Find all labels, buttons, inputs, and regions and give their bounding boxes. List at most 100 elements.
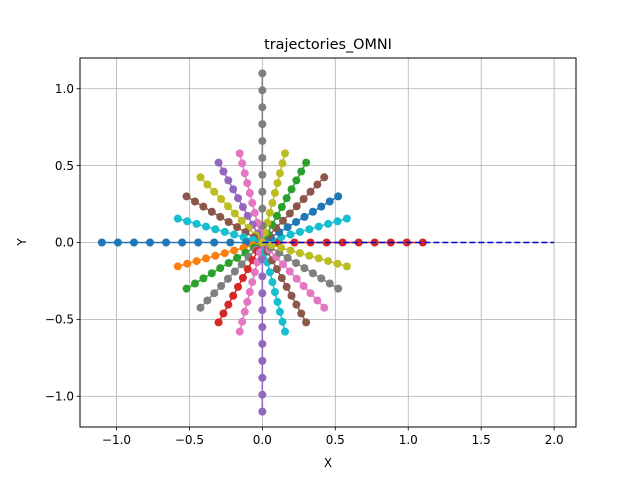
trajectory-point <box>305 251 314 260</box>
trajectory-point <box>270 288 279 296</box>
trajectory-line <box>262 217 348 244</box>
trajectory-line <box>262 241 348 268</box>
trajectory-point <box>146 238 155 247</box>
trajectory-point <box>217 195 226 204</box>
trajectory-point <box>258 137 267 146</box>
trajectory-point <box>286 230 295 239</box>
trajectory-point <box>305 225 314 234</box>
trajectory-point <box>237 216 246 225</box>
trajectory-point <box>277 243 286 252</box>
trajectory-point <box>258 86 267 95</box>
trajectory-point <box>313 296 322 305</box>
trajectory-point <box>258 407 267 416</box>
trajectory-point <box>258 272 267 281</box>
trajectory-line <box>217 162 264 243</box>
trajectory-point <box>199 202 208 211</box>
trajectory-series <box>214 158 267 247</box>
trajectory-point <box>299 281 308 290</box>
trajectory-point <box>282 282 291 291</box>
trajectory-point <box>272 211 281 220</box>
series-layer <box>97 69 555 416</box>
trajectory-point <box>203 180 212 189</box>
trajectory-point <box>211 251 220 260</box>
trajectory-point <box>192 219 201 228</box>
trajectory-point <box>333 259 342 268</box>
trajectory-line <box>186 241 263 290</box>
trajectory-point <box>342 262 351 271</box>
trajectory-point <box>281 327 290 336</box>
trajectory-point <box>334 284 343 293</box>
y-tick-label: 1.0 <box>55 82 74 96</box>
trajectory-point <box>173 262 182 271</box>
trajectory-point <box>308 207 317 216</box>
trajectory-point <box>238 159 247 168</box>
trajectory-point <box>258 170 267 179</box>
trajectory-point <box>342 214 351 223</box>
trajectory-point <box>278 317 287 326</box>
trajectory-point <box>320 173 329 182</box>
trajectory-point <box>287 291 296 300</box>
trajectory-point <box>243 211 252 220</box>
trajectory-point <box>282 194 291 203</box>
trajectory-point <box>183 259 192 268</box>
trajectory-point <box>278 159 287 168</box>
trajectory-point <box>199 274 208 283</box>
trajectory-point <box>201 254 210 263</box>
trajectory-line <box>261 195 339 244</box>
x-tick-label: 0.5 <box>326 433 345 447</box>
trajectory-point <box>173 214 182 223</box>
trajectory-point <box>283 223 292 232</box>
y-axis-label: Y <box>15 238 29 247</box>
trajectory-point <box>250 208 259 217</box>
trajectory-point <box>292 176 301 185</box>
trajectory-point <box>306 289 315 298</box>
x-tick-label: 2.0 <box>545 433 564 447</box>
trajectory-point <box>273 297 282 306</box>
trajectory-point <box>334 192 343 201</box>
trajectory-line <box>199 176 263 244</box>
trajectory-point <box>333 217 342 226</box>
trajectory-point <box>224 259 233 267</box>
trajectory-point <box>240 307 249 316</box>
trajectory-point <box>238 274 247 283</box>
trajectory-point <box>281 149 290 158</box>
trajectory-point <box>278 260 287 269</box>
trajectory-point <box>220 227 229 236</box>
trajectory-point <box>182 284 191 293</box>
trajectory-point <box>230 246 239 255</box>
trajectory-point <box>238 202 247 211</box>
trajectory-point <box>190 279 199 288</box>
trajectory-point <box>275 169 284 178</box>
trajectory-point <box>300 212 309 221</box>
trajectory-point <box>235 327 244 336</box>
trajectory-line <box>238 153 264 243</box>
trajectory-point <box>210 187 219 196</box>
trajectory-point <box>243 179 252 188</box>
trajectory-point <box>224 218 233 226</box>
trajectory-point <box>324 257 333 266</box>
trajectory-point <box>297 167 306 176</box>
trajectory-point <box>178 238 187 247</box>
trajectory-line <box>177 217 263 244</box>
x-tick-label: −1.0 <box>102 433 131 447</box>
trajectory-point <box>211 225 220 234</box>
trajectory-point <box>216 264 225 273</box>
trajectory-point <box>210 289 219 298</box>
trajectory-point <box>313 180 322 189</box>
trajectory-point <box>248 278 257 287</box>
trajectory-point <box>203 296 212 305</box>
x-tick-label: 1.0 <box>399 433 418 447</box>
trajectory-point <box>214 158 223 167</box>
chart-title: trajectories_OMNI <box>264 37 392 53</box>
trajectory-point <box>220 249 229 258</box>
trajectory-point <box>230 230 239 239</box>
trajectory-point <box>265 268 274 277</box>
trajectory-point <box>268 198 277 207</box>
trajectory-point <box>300 264 309 273</box>
trajectory-point <box>258 204 267 213</box>
trajectory-line <box>261 153 286 243</box>
trajectory-point <box>219 167 228 176</box>
trajectory-point <box>308 269 317 278</box>
